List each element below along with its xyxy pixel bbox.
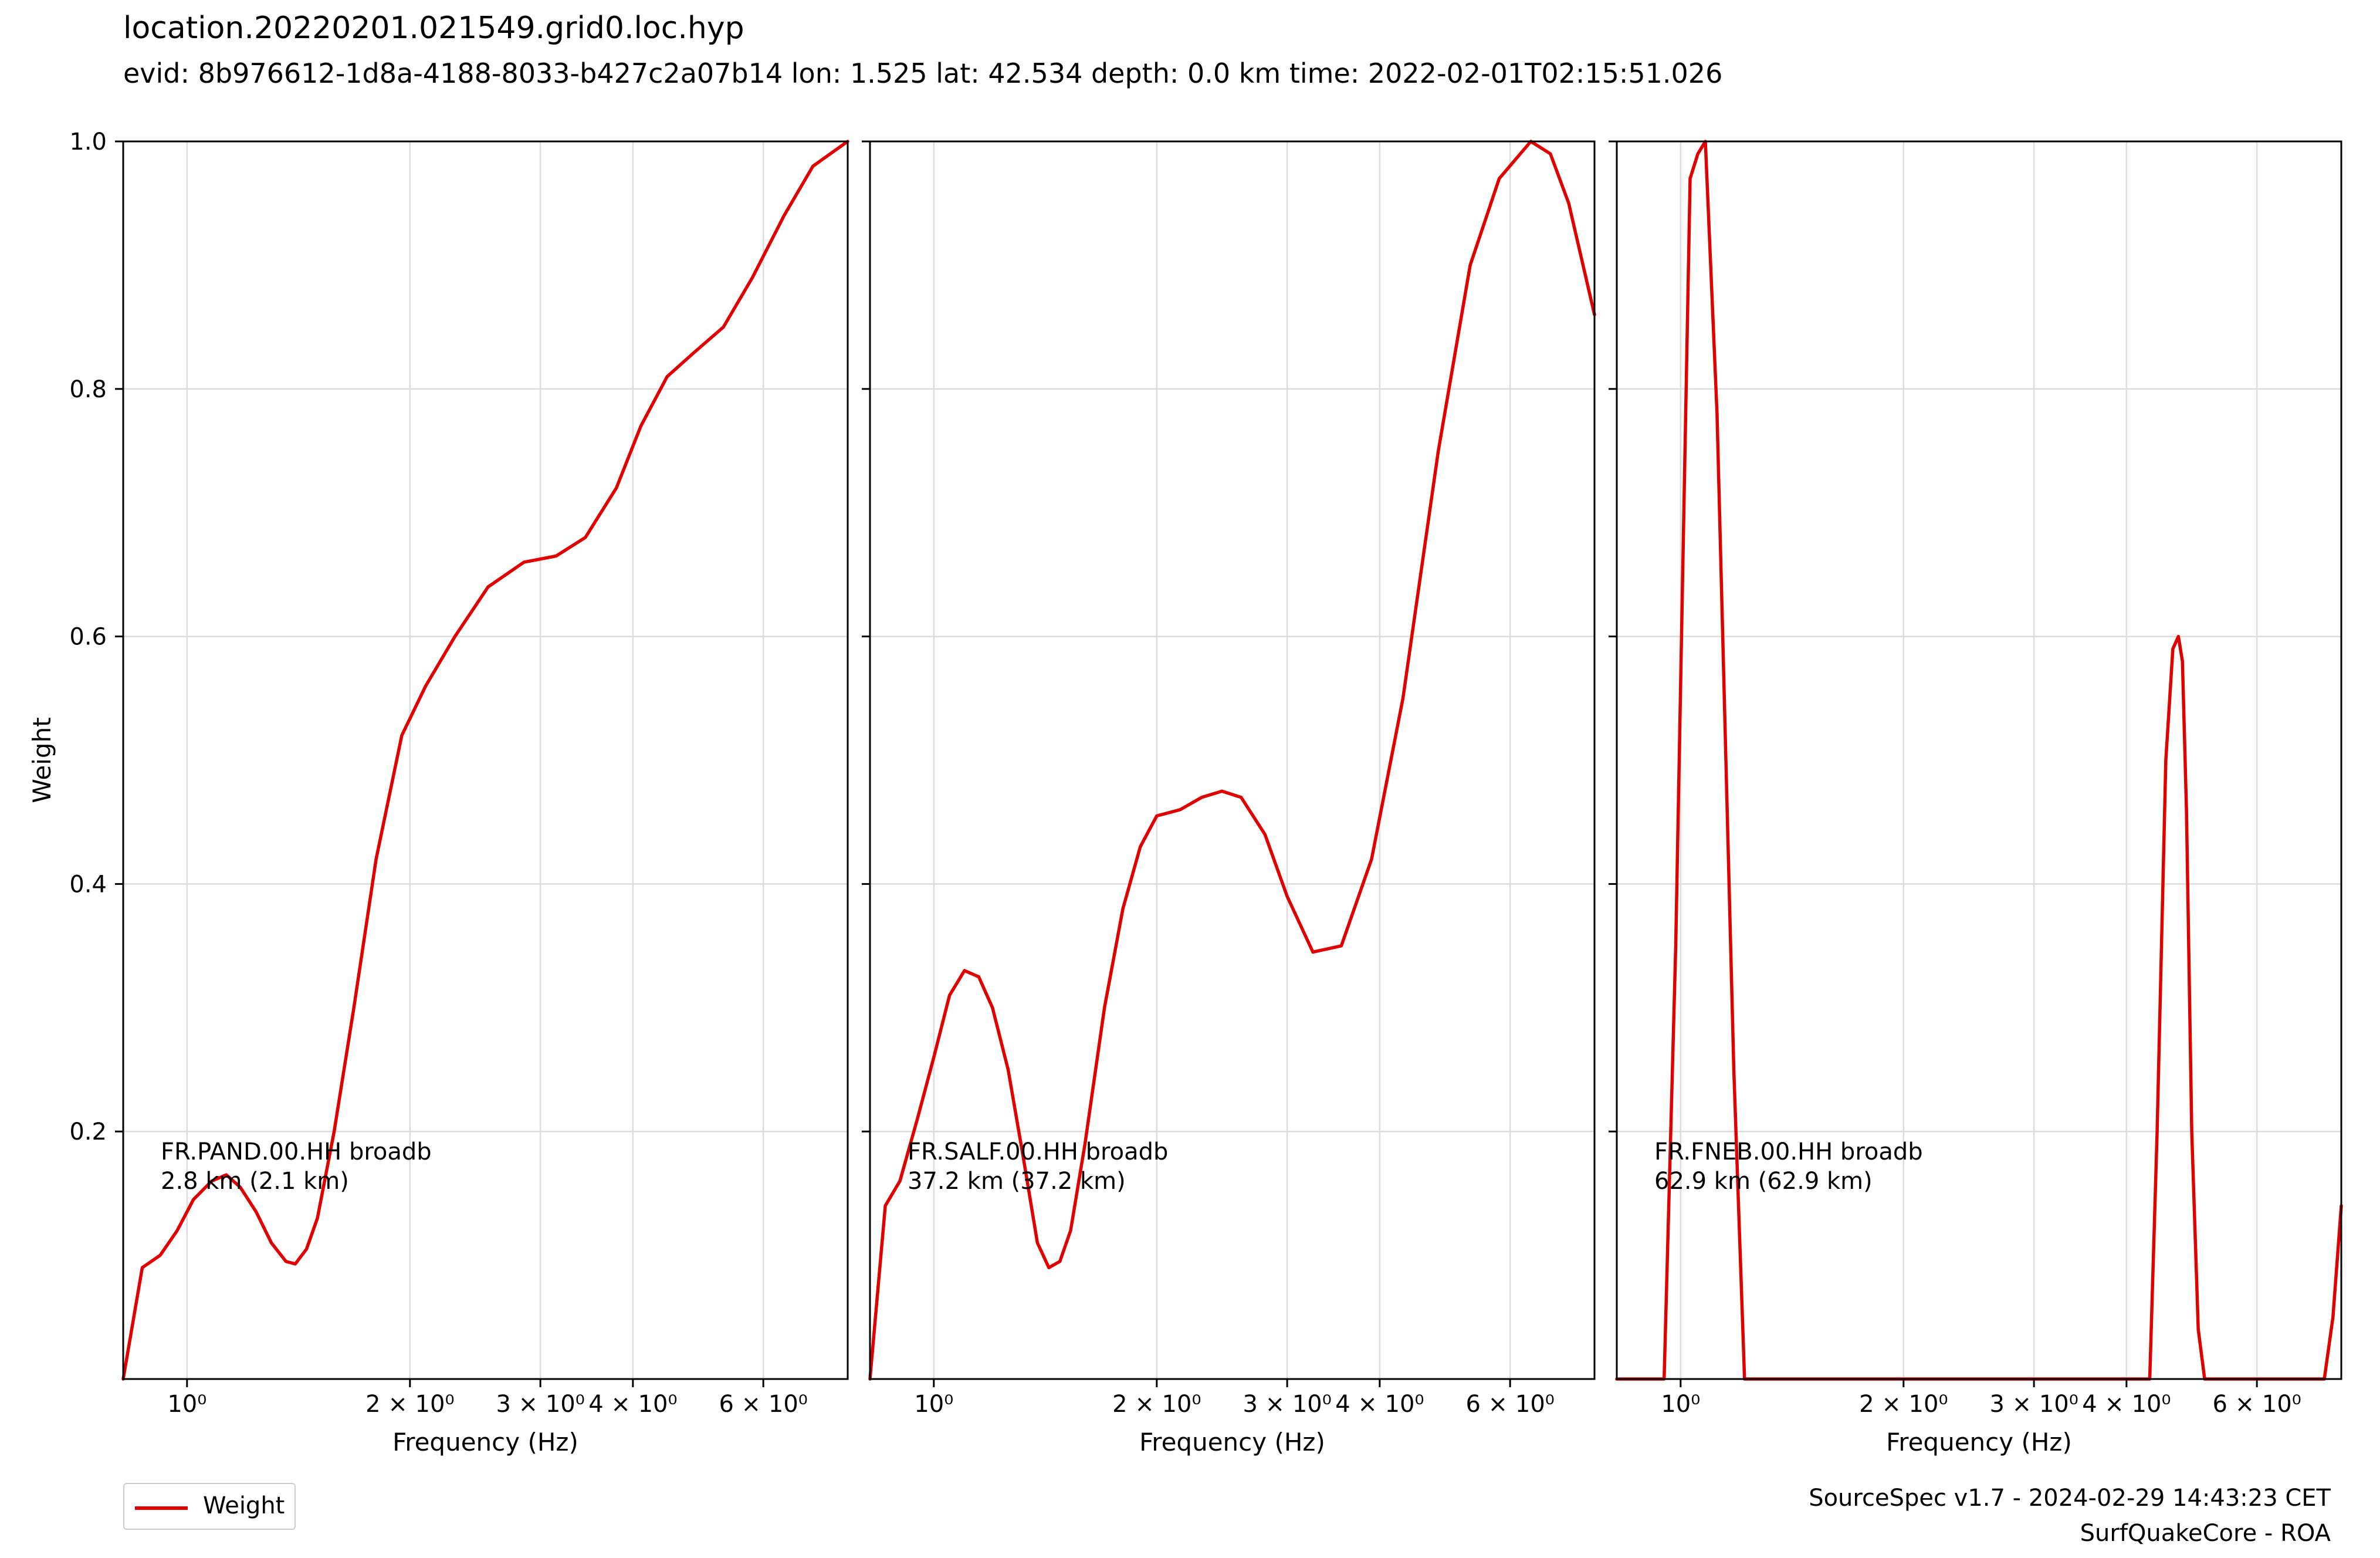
x-tick-label: 3 × 10⁰ [1989, 1391, 2078, 1418]
x-axis-label: Frequency (Hz) [1886, 1428, 2072, 1456]
figure-title: location.20220201.021549.grid0.loc.hyp [123, 11, 744, 46]
panel-1: 10⁰ 2 × 10⁰ 3 × 10⁰ 4 × 10⁰ 6 × 10⁰ 0.2 0.4 0.6… [28, 129, 849, 1456]
station-label: FR.PAND.00.HH broadb [161, 1138, 432, 1165]
weight-line [121, 140, 849, 1381]
axes-frame [869, 140, 1596, 1380]
station-label: FR.FNEB.00.HH broadb [1654, 1138, 1923, 1165]
x-tick-label: 6 × 10⁰ [1465, 1391, 1554, 1418]
x-tick-label: 6 × 10⁰ [719, 1391, 807, 1418]
x-tick-label: 10⁰ [914, 1391, 953, 1418]
y-tick-label: 0.8 [69, 376, 107, 403]
x-tick-label: 3 × 10⁰ [1243, 1391, 1331, 1418]
x-tick-label: 4 × 10⁰ [2082, 1391, 2171, 1418]
x-tick-label: 3 × 10⁰ [496, 1391, 584, 1418]
distance-label: 37.2 km (37.2 km) [908, 1168, 1126, 1195]
x-tick-label: 10⁰ [167, 1391, 206, 1418]
panel-3: 10⁰ 2 × 10⁰ 3 × 10⁰ 4 × 10⁰ 6 × 10⁰ Frequency… [1609, 140, 2343, 1456]
weight-line [868, 140, 1596, 1381]
station-label: FR.SALF.00.HH broadb [908, 1138, 1168, 1165]
x-axis-label: Frequency (Hz) [392, 1428, 578, 1456]
x-tick-label: 2 × 10⁰ [365, 1391, 454, 1418]
weight-line [1615, 140, 2343, 1381]
y-tick-label: 0.4 [69, 871, 107, 898]
y-tick-label: 0.6 [69, 624, 107, 651]
x-tick-label: 4 × 10⁰ [588, 1391, 677, 1418]
x-tick-label: 4 × 10⁰ [1335, 1391, 1424, 1418]
x-axis-label: Frequency (Hz) [1139, 1428, 1325, 1456]
x-tick-label: 2 × 10⁰ [1112, 1391, 1201, 1418]
y-tick-label: 0.2 [69, 1118, 107, 1145]
x-tick-label: 10⁰ [1661, 1391, 1700, 1418]
x-tick-label: 2 × 10⁰ [1859, 1391, 1948, 1418]
distance-label: 2.8 km (2.1 km) [161, 1168, 349, 1195]
axes-frame [1616, 140, 2342, 1380]
y-tick-label: 1.0 [69, 129, 107, 156]
x-tick-label: 6 × 10⁰ [2212, 1391, 2301, 1418]
legend: Weight [123, 1483, 296, 1530]
figure-subtitle: evid: 8b976612-1d8a-4188-8033-b427c2a07b… [123, 58, 1723, 89]
panel-2: 10⁰ 2 × 10⁰ 3 × 10⁰ 4 × 10⁰ 6 × 10⁰ Frequency… [862, 140, 1596, 1456]
footer-credit: SurfQuakeCore - ROA [2080, 1520, 2331, 1547]
y-axis-label: Weight [28, 717, 56, 803]
footer-version: SourceSpec v1.7 - 2024-02-29 14:43:23 CE… [1809, 1485, 2331, 1512]
axes-frame [122, 140, 849, 1380]
legend-line-swatch [135, 1506, 188, 1510]
legend-label: Weight [203, 1492, 285, 1519]
distance-label: 62.9 km (62.9 km) [1654, 1168, 1873, 1195]
